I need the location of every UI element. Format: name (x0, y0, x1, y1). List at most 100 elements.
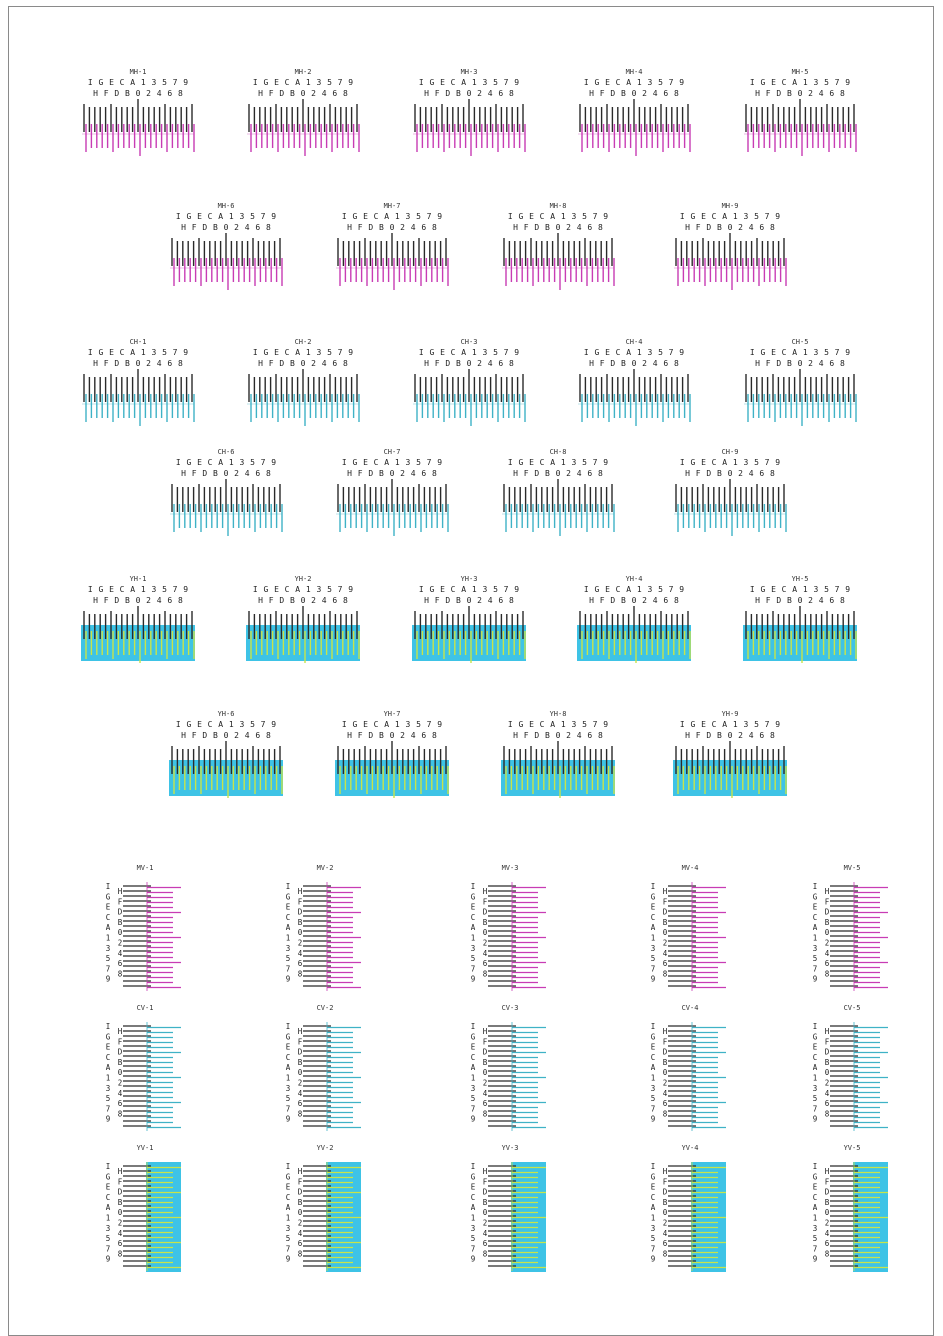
scale-right-4: 4 (118, 1089, 123, 1098)
scale-bottom-8: 8 (432, 223, 437, 232)
scale-top-C: C (285, 585, 290, 594)
scale-top-C: C (616, 585, 621, 594)
scale-left-5: 5 (471, 1234, 476, 1243)
scale-bottom-D: D (114, 359, 119, 368)
scale-left-3: 3 (286, 1224, 291, 1233)
scale-right-H: H (118, 1167, 123, 1176)
scale-bottom-2: 2 (400, 731, 405, 740)
scale-bottom-0: 0 (136, 596, 141, 605)
scale-top-7: 7 (261, 212, 266, 221)
scale-top-G: G (98, 348, 103, 357)
scale-left-C: C (813, 913, 818, 922)
scale-bottom-6: 6 (498, 359, 503, 368)
scale-bottom-B: B (213, 469, 218, 478)
scale-right-F: F (118, 897, 123, 906)
scale-top-G: G (352, 212, 357, 221)
scale-right-0: 0 (663, 1208, 668, 1217)
scale-right-0: 0 (118, 928, 123, 937)
scale-right-2: 2 (483, 939, 488, 948)
scale-bottom-B: B (717, 731, 722, 740)
scale-bottom-F: F (766, 596, 771, 605)
scale-top-C: C (540, 458, 545, 467)
scale-top-G: G (760, 78, 765, 87)
scale-right-8: 8 (483, 969, 488, 978)
scale-bottom-4: 4 (819, 89, 824, 98)
scale-top-A: A (626, 585, 631, 594)
scale-right-H: H (298, 887, 303, 896)
scale-left-C: C (106, 1053, 111, 1062)
scale-bottom-6: 6 (829, 89, 834, 98)
scale-right-0: 0 (663, 928, 668, 937)
scale-left-I: I (813, 1022, 818, 1031)
scale-top-5: 5 (327, 585, 332, 594)
scale-right-H: H (483, 887, 488, 896)
scale-bottom-4: 4 (653, 89, 658, 98)
scale-left-A: A (106, 923, 111, 932)
scale-left-1: 1 (651, 1074, 656, 1083)
scale-left-3: 3 (813, 1084, 818, 1093)
scale-bottom-6: 6 (663, 359, 668, 368)
scale-left-C: C (471, 1193, 476, 1202)
scale-top-7: 7 (173, 585, 178, 594)
scale-right-6: 6 (483, 1239, 488, 1248)
scale-right-8: 8 (825, 969, 830, 978)
scale-bottom-D: D (445, 359, 450, 368)
scale-bottom-F: F (104, 89, 109, 98)
scale-left-I: I (651, 1162, 656, 1171)
pattern-label: MH-1 (130, 68, 147, 76)
scale-right-4: 4 (483, 949, 488, 958)
scale-bottom-8: 8 (840, 89, 845, 98)
scale-right-8: 8 (483, 1249, 488, 1258)
scale-bottom-H: H (685, 731, 690, 740)
scale-top-1: 1 (561, 458, 566, 467)
scale-left-9: 9 (106, 1255, 111, 1264)
scale-bottom-B: B (290, 359, 295, 368)
scale-top-A: A (384, 212, 389, 221)
scale-right-2: 2 (118, 1219, 123, 1228)
scale-bottom-H: H (181, 731, 186, 740)
scale-bottom-F: F (104, 359, 109, 368)
scale-left-A: A (813, 923, 818, 932)
scale-top-I: I (253, 348, 258, 357)
horizontal-pattern-yh-4: YH-4 I G E C A 1 3 5 7 9 H F D B 0 2 4 6 8 (577, 575, 691, 663)
scale-top-I: I (750, 78, 755, 87)
scale-top-I: I (419, 78, 424, 87)
scale-right-B: B (825, 1198, 830, 1207)
scale-right-F: F (663, 1177, 668, 1186)
scale-top-5: 5 (327, 348, 332, 357)
scale-bottom-4: 4 (488, 359, 493, 368)
scale-bottom-4: 4 (488, 596, 493, 605)
scale-bottom-4: 4 (749, 731, 754, 740)
scale-bottom-8: 8 (432, 469, 437, 478)
scale-bottom-0: 0 (301, 596, 306, 605)
scale-bottom-4: 4 (322, 89, 327, 98)
scale-top-E: E (197, 212, 202, 221)
scale-right-0: 0 (483, 1208, 488, 1217)
scale-bottom-8: 8 (343, 596, 348, 605)
scale-right-D: D (825, 1048, 830, 1057)
scale-top-A: A (550, 720, 555, 729)
scale-right-H: H (825, 887, 830, 896)
scale-bottom-4: 4 (749, 223, 754, 232)
scale-top-5: 5 (824, 348, 829, 357)
scale-top-5: 5 (754, 458, 759, 467)
scale-top-C: C (374, 212, 379, 221)
pattern-label: MV-4 (682, 864, 699, 872)
scale-bottom-H: H (93, 89, 98, 98)
scale-top-1: 1 (472, 348, 477, 357)
scale-bottom-D: D (534, 469, 539, 478)
scale-bottom-F: F (600, 359, 605, 368)
scale-top-5: 5 (250, 720, 255, 729)
scale-bottom-H: H (347, 731, 352, 740)
scale-right-D: D (118, 1048, 123, 1057)
scale-bottom-D: D (610, 596, 615, 605)
scale-right-8: 8 (298, 1249, 303, 1258)
scale-top-3: 3 (571, 458, 576, 467)
scale-bottom-0: 0 (390, 223, 395, 232)
scale-top-1: 1 (141, 585, 146, 594)
scale-right-H: H (118, 887, 123, 896)
scale-left-5: 5 (651, 954, 656, 963)
scale-top-C: C (120, 78, 125, 87)
scale-top-5: 5 (416, 212, 421, 221)
scale-top-C: C (712, 720, 717, 729)
